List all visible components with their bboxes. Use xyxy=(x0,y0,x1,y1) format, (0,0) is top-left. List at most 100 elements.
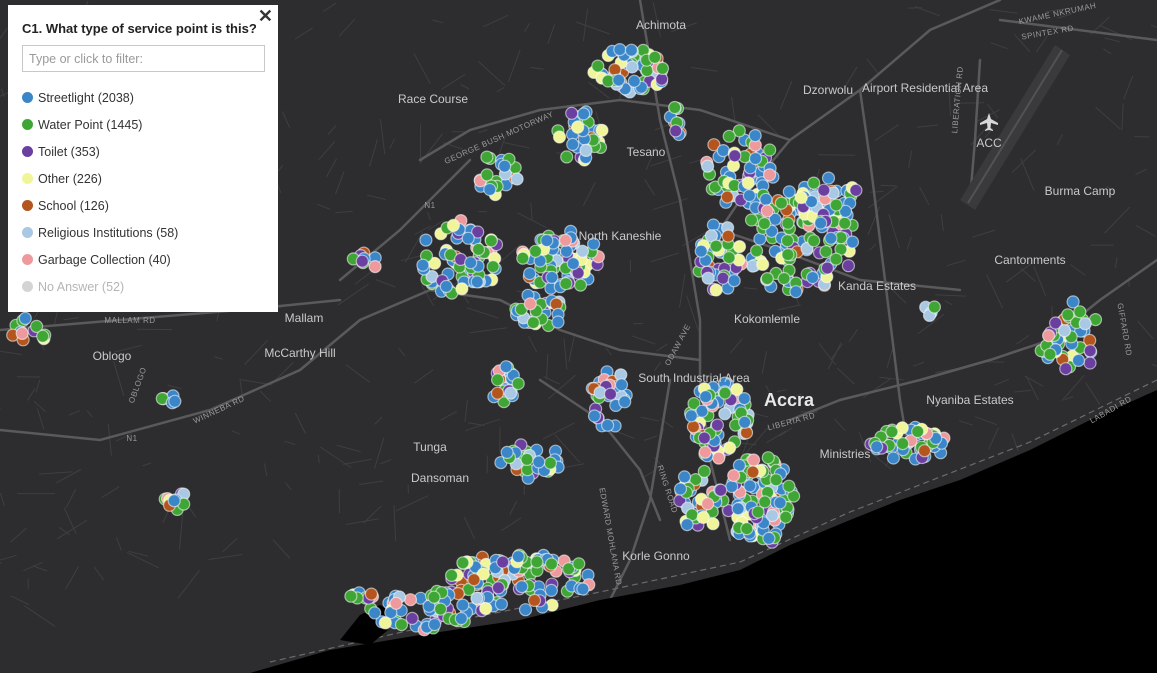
service-point-marker[interactable] xyxy=(911,424,925,439)
service-point-marker[interactable] xyxy=(587,409,602,423)
service-point-marker[interactable] xyxy=(807,234,821,248)
service-point-marker[interactable] xyxy=(727,274,741,288)
service-point-marker[interactable] xyxy=(565,106,579,120)
service-point-marker[interactable] xyxy=(575,244,590,258)
legend-item-water-point[interactable]: Water Point (1445) xyxy=(22,111,265,138)
service-point-marker[interactable] xyxy=(15,326,29,340)
service-point-marker[interactable] xyxy=(761,451,775,465)
service-point-marker[interactable] xyxy=(712,451,726,465)
service-point-marker[interactable] xyxy=(716,144,730,158)
service-point-marker[interactable] xyxy=(461,231,475,245)
service-point-marker[interactable] xyxy=(540,233,554,248)
service-point-marker[interactable] xyxy=(744,213,759,227)
service-point-marker[interactable] xyxy=(416,258,430,272)
service-point-marker[interactable] xyxy=(559,244,574,258)
service-point-marker[interactable] xyxy=(576,582,590,596)
service-point-marker[interactable] xyxy=(849,183,863,197)
service-point-marker[interactable] xyxy=(706,218,721,232)
service-point-marker[interactable] xyxy=(698,445,712,459)
service-point-marker[interactable] xyxy=(454,611,468,626)
service-point-marker[interactable] xyxy=(694,244,708,258)
service-point-marker[interactable] xyxy=(1078,317,1092,331)
service-point-marker[interactable] xyxy=(838,216,852,230)
service-point-marker[interactable] xyxy=(789,285,803,299)
service-point-marker[interactable] xyxy=(773,496,787,510)
service-point-marker[interactable] xyxy=(543,456,558,470)
service-point-marker[interactable] xyxy=(762,531,776,546)
service-point-marker[interactable] xyxy=(680,517,694,532)
service-point-marker[interactable] xyxy=(1059,362,1073,376)
service-point-marker[interactable] xyxy=(749,244,764,258)
service-point-marker[interactable] xyxy=(480,150,494,164)
filter-input[interactable] xyxy=(22,45,265,72)
service-point-marker[interactable] xyxy=(471,242,486,256)
service-point-marker[interactable] xyxy=(573,278,588,292)
close-button[interactable]: ✕ xyxy=(257,6,273,26)
service-point-marker[interactable] xyxy=(470,591,484,605)
service-point-marker[interactable] xyxy=(794,190,808,205)
service-point-marker[interactable] xyxy=(732,240,747,254)
service-point-marker[interactable] xyxy=(756,257,770,271)
service-point-marker[interactable] xyxy=(496,555,510,569)
service-point-marker[interactable] xyxy=(742,189,757,203)
legend-item-streetlight[interactable]: Streetlight (2038) xyxy=(22,84,265,111)
legend-item-toilet[interactable]: Toilet (353) xyxy=(22,138,265,165)
service-point-marker[interactable] xyxy=(624,43,639,57)
service-point-marker[interactable] xyxy=(455,282,469,296)
service-point-marker[interactable] xyxy=(741,176,755,190)
service-point-marker[interactable] xyxy=(467,573,481,587)
service-point-marker[interactable] xyxy=(572,557,586,571)
service-point-marker[interactable] xyxy=(446,218,460,232)
service-point-marker[interactable] xyxy=(722,251,736,265)
service-point-marker[interactable] xyxy=(427,590,441,604)
service-point-marker[interactable] xyxy=(544,557,559,571)
service-point-marker[interactable] xyxy=(439,279,453,293)
service-point-marker[interactable] xyxy=(498,159,512,173)
service-point-marker[interactable] xyxy=(378,616,392,630)
legend-item-religious-institutions[interactable]: Religious Institutions (58) xyxy=(22,219,265,246)
service-point-marker[interactable] xyxy=(433,602,448,616)
legend-item-school[interactable]: School (126) xyxy=(22,192,265,219)
service-point-marker[interactable] xyxy=(528,244,543,258)
service-point-marker[interactable] xyxy=(355,254,369,268)
service-point-marker[interactable] xyxy=(551,315,565,329)
service-point-marker[interactable] xyxy=(829,252,843,266)
service-point-marker[interactable] xyxy=(707,138,721,152)
service-point-marker[interactable] xyxy=(499,360,513,374)
legend-item-garbage-collection[interactable]: Garbage Collection (40) xyxy=(22,246,265,273)
service-point-marker[interactable] xyxy=(648,50,662,64)
service-point-marker[interactable] xyxy=(714,483,728,497)
service-point-marker[interactable] xyxy=(491,581,505,595)
service-point-marker[interactable] xyxy=(697,431,712,445)
service-point-marker[interactable] xyxy=(687,397,701,411)
service-point-marker[interactable] xyxy=(820,261,835,275)
service-point-marker[interactable] xyxy=(720,190,734,204)
service-point-marker[interactable] xyxy=(677,470,692,484)
service-point-marker[interactable] xyxy=(759,192,773,206)
service-point-marker[interactable] xyxy=(731,502,745,516)
service-point-marker[interactable] xyxy=(486,260,500,274)
legend-item-other[interactable]: Other (226) xyxy=(22,165,265,192)
service-point-marker[interactable] xyxy=(896,437,910,451)
service-point-marker[interactable] xyxy=(523,297,537,311)
service-point-marker[interactable] xyxy=(760,204,774,218)
service-point-marker[interactable] xyxy=(779,510,793,524)
service-point-marker[interactable] xyxy=(510,172,524,186)
service-point-marker[interactable] xyxy=(29,319,44,333)
service-point-marker[interactable] xyxy=(1048,316,1063,330)
service-point-marker[interactable] xyxy=(558,233,573,247)
service-point-marker[interactable] xyxy=(490,386,505,400)
service-point-marker[interactable] xyxy=(765,508,780,523)
service-point-marker[interactable] xyxy=(684,409,698,423)
service-point-marker[interactable] xyxy=(483,182,497,197)
service-point-marker[interactable] xyxy=(917,444,932,458)
service-point-marker[interactable] xyxy=(456,556,470,570)
service-point-marker[interactable] xyxy=(753,232,767,246)
service-point-marker[interactable] xyxy=(464,256,478,270)
service-point-marker[interactable] xyxy=(725,479,739,494)
service-point-marker[interactable] xyxy=(612,73,626,87)
service-point-marker[interactable] xyxy=(760,272,774,286)
service-point-marker[interactable] xyxy=(819,245,833,259)
service-point-marker[interactable] xyxy=(527,593,542,608)
